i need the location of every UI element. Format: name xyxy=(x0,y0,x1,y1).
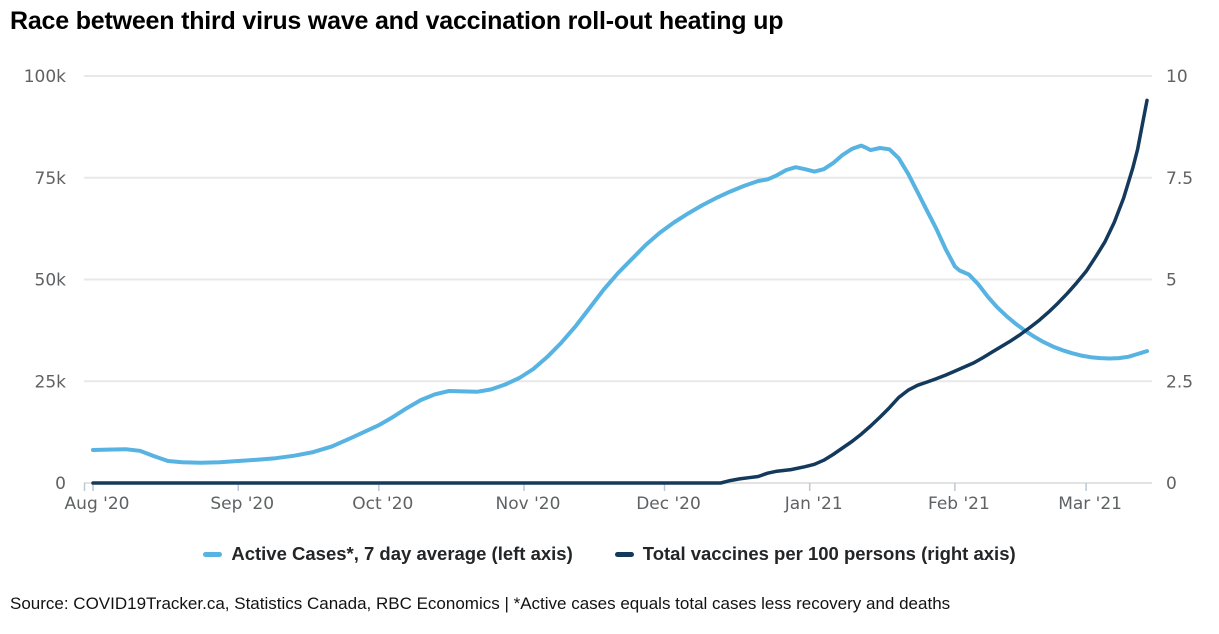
left-axis-tick-label: 100k xyxy=(24,67,66,87)
legend-item-vaccines[interactable]: Total vaccines per 100 persons (right ax… xyxy=(614,543,1016,565)
x-axis-tick-label: Sep '20 xyxy=(210,494,274,514)
x-axis-tick-label: Aug '20 xyxy=(65,494,130,514)
right-axis-tick-label: 5 xyxy=(1166,270,1177,290)
right-axis-tick-label: 10 xyxy=(1166,67,1188,87)
right-axis-tick-label: 2.5 xyxy=(1166,372,1193,392)
chart-title: Race between third virus wave and vaccin… xyxy=(10,7,784,35)
x-axis-tick-label: Dec '20 xyxy=(636,494,701,514)
left-axis-tick-label: 25k xyxy=(35,372,67,392)
vaccines-line-swatch xyxy=(614,551,634,557)
legend-label-active-cases: Active Cases*, 7 day average (left axis) xyxy=(231,543,573,564)
x-axis-tick-label: Jan '21 xyxy=(784,494,843,514)
active-cases-line-swatch xyxy=(203,551,223,557)
x-axis-tick-label: Feb '21 xyxy=(928,494,990,514)
left-axis-tick-label: 0 xyxy=(55,474,66,494)
legend-item-active-cases[interactable]: Active Cases*, 7 day average (left axis) xyxy=(203,543,573,565)
vaccines-line xyxy=(91,98,1149,485)
legend-label-vaccines: Total vaccines per 100 persons (right ax… xyxy=(642,543,1016,564)
x-axis-tick-label: Nov '20 xyxy=(496,494,561,514)
active-cases-line xyxy=(91,143,1149,465)
left-axis-tick-label: 50k xyxy=(35,270,67,290)
left-axis-tick-label: 75k xyxy=(35,169,67,189)
chart-legend: Active Cases*, 7 day average (left axis)… xyxy=(0,543,1219,565)
source-note: Source: COVID19Tracker.ca, Statistics Ca… xyxy=(10,594,951,613)
right-axis-tick-label: 7.5 xyxy=(1166,169,1193,189)
x-axis-tick-label: Oct '20 xyxy=(352,494,413,514)
right-axis-tick-label: 0 xyxy=(1166,474,1177,494)
x-axis-tick-label: Mar '21 xyxy=(1058,494,1122,514)
